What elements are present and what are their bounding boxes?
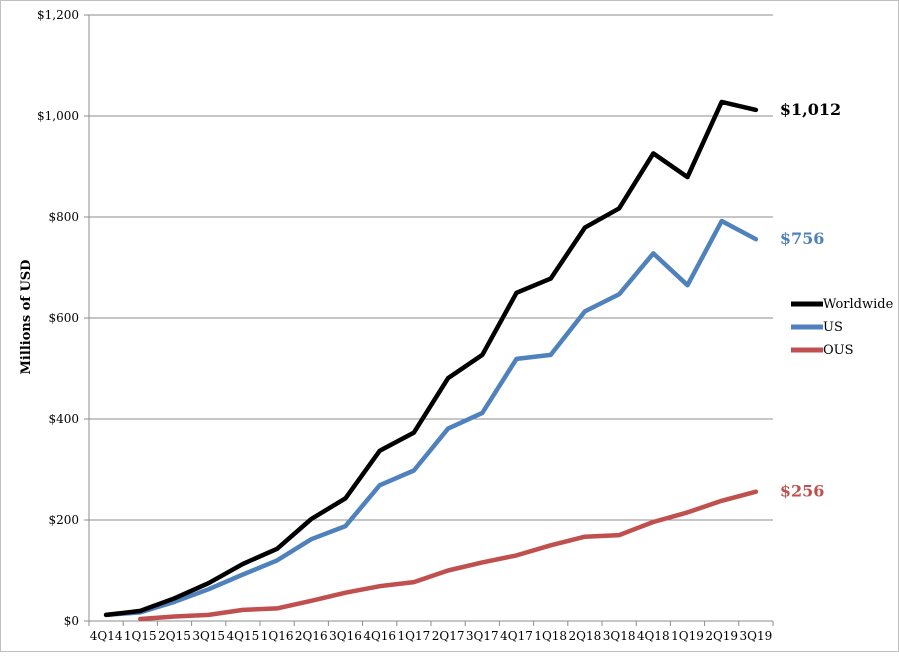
end-label-ous: $256 bbox=[780, 482, 825, 501]
series-line-ous bbox=[138, 489, 759, 622]
x-tick-label: 2Q18 bbox=[569, 629, 602, 643]
y-tick-label: $200 bbox=[48, 513, 79, 527]
x-tick-label: 3Q17 bbox=[466, 629, 499, 643]
y-tick-label: $1,000 bbox=[37, 109, 79, 123]
y-axis-label: Millions of USD bbox=[19, 260, 34, 375]
x-tick-label: 2Q15 bbox=[158, 629, 191, 643]
x-tick-label: 2Q16 bbox=[295, 629, 328, 643]
x-axis-ticks: 4Q14 1Q15 2Q15 3Q15 4Q15 1Q16 2Q16 3Q16 4Q16 1Q17… bbox=[88, 621, 774, 643]
y-axis-ticks: $0 $200 $400 $600 $800 $1,000 $1,200 bbox=[37, 8, 89, 628]
series-line-us bbox=[103, 218, 759, 618]
series-lines bbox=[103, 99, 759, 622]
x-tick-label: 4Q15 bbox=[227, 629, 260, 643]
legend: Worldwide US OUS bbox=[791, 297, 894, 358]
x-tick-label: 3Q18 bbox=[603, 629, 636, 643]
end-label-us: $756 bbox=[780, 229, 825, 248]
x-tick-label: 4Q14 bbox=[90, 629, 123, 643]
x-tick-label: 1Q16 bbox=[261, 629, 294, 643]
series-line-worldwide bbox=[103, 99, 759, 618]
y-tick-label: $600 bbox=[48, 311, 79, 325]
y-tick-label: $400 bbox=[48, 412, 79, 426]
x-tick-label: 1Q17 bbox=[398, 629, 431, 643]
x-tick-label: 4Q18 bbox=[637, 629, 670, 643]
x-tick-label: 1Q15 bbox=[124, 629, 157, 643]
x-tick-label: 3Q19 bbox=[740, 629, 773, 643]
y-tick-label: $0 bbox=[64, 614, 79, 628]
x-tick-label: 2Q17 bbox=[432, 629, 465, 643]
x-tick-label: 3Q16 bbox=[329, 629, 362, 643]
x-tick-label: 1Q19 bbox=[671, 629, 704, 643]
legend-label-ous: OUS bbox=[823, 343, 854, 358]
end-labels: $1,012 $756 $256 bbox=[780, 100, 841, 501]
x-tick-label: 4Q16 bbox=[363, 629, 396, 643]
x-tick-label: 4Q17 bbox=[500, 629, 533, 643]
y-tick-label: $1,200 bbox=[37, 8, 79, 22]
x-tick-label: 1Q18 bbox=[534, 629, 567, 643]
end-label-worldwide: $1,012 bbox=[780, 100, 841, 119]
legend-label-us: US bbox=[823, 320, 843, 335]
x-tick-label: 3Q15 bbox=[192, 629, 225, 643]
y-tick-label: $800 bbox=[48, 210, 79, 224]
legend-label-worldwide: Worldwide bbox=[823, 297, 894, 312]
x-tick-label: 2Q19 bbox=[705, 629, 738, 643]
